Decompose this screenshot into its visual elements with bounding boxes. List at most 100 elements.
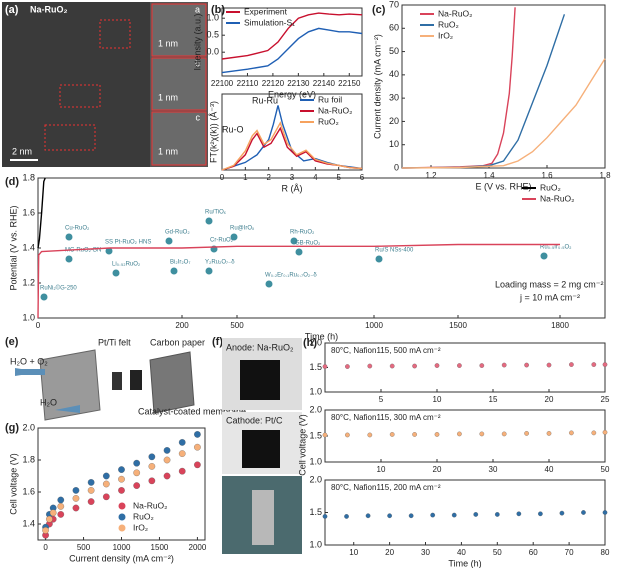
x-tick-label: 1800 bbox=[551, 321, 569, 330]
x-tick-label: 22140 bbox=[313, 79, 336, 88]
x-tick-label: 10 bbox=[433, 395, 442, 404]
data-point bbox=[365, 513, 371, 519]
data-point bbox=[516, 511, 522, 517]
x-tick-label: 30 bbox=[489, 465, 498, 474]
x-axis-label: E (V vs. RHE) bbox=[475, 181, 531, 191]
data-point bbox=[102, 493, 110, 501]
y-tick-label: 1.2 bbox=[22, 277, 35, 287]
catalyst-marker bbox=[290, 237, 298, 245]
data-point bbox=[430, 512, 436, 518]
data-point bbox=[133, 469, 141, 477]
legend-label: RuO₂ bbox=[133, 511, 154, 521]
data-point bbox=[178, 467, 186, 475]
inset-tag: a bbox=[195, 4, 200, 14]
data-point bbox=[72, 495, 80, 502]
catalyst-marker bbox=[230, 233, 238, 241]
legend-label: Na-RuO₂ bbox=[438, 8, 472, 18]
roi bbox=[99, 19, 131, 49]
x-tick-label: 40 bbox=[545, 465, 554, 474]
inset-tag: c bbox=[196, 112, 201, 122]
data-point bbox=[546, 362, 552, 368]
y-tick-label: 2.0 bbox=[309, 337, 322, 347]
data-point bbox=[457, 363, 462, 368]
y-axis-label: FT(k²χ(k)) (Å⁻³) bbox=[208, 101, 218, 163]
x-tick-label: 22110 bbox=[237, 79, 259, 88]
data-point bbox=[457, 431, 462, 437]
data-point bbox=[479, 363, 485, 368]
diagram-label: H₂O bbox=[40, 397, 57, 407]
y-axis-label: Intensity (a.u.) bbox=[192, 13, 202, 70]
data-point bbox=[602, 362, 608, 367]
data-point bbox=[451, 512, 457, 518]
panel-label: (a) bbox=[5, 4, 19, 16]
x-tick-label: 22100 bbox=[211, 79, 234, 88]
diagram-label: Carbon paper bbox=[150, 337, 205, 347]
x-tick-label: 20 bbox=[545, 395, 554, 404]
catalyst-marker bbox=[295, 248, 303, 256]
y-tick-label: 1.0 bbox=[309, 386, 322, 396]
x-tick-label: 70 bbox=[565, 548, 574, 557]
series-line bbox=[37, 243, 560, 319]
x-tick-label: 22130 bbox=[287, 79, 310, 88]
x-tick-label: 50 bbox=[493, 548, 502, 557]
annotation: Gd-RuO₂ bbox=[165, 230, 190, 236]
legend-label: IrO₂ bbox=[438, 30, 453, 40]
roi bbox=[44, 124, 96, 151]
y-tick-label: 1.5 bbox=[309, 507, 322, 517]
legend-label: RuO₂ bbox=[438, 19, 459, 29]
x-tick-label: 22150 bbox=[338, 79, 361, 88]
plate bbox=[149, 351, 195, 414]
y-axis-label: Current density (mA cm⁻²) bbox=[372, 34, 382, 139]
data-point bbox=[72, 487, 80, 494]
data-point bbox=[389, 432, 395, 437]
catalyst-marker bbox=[40, 293, 48, 301]
catalyst-marker bbox=[205, 217, 213, 225]
data-point bbox=[501, 431, 507, 437]
data-point bbox=[389, 363, 395, 369]
annotation: W₀.₂Er₀.₁Ru₀.₇O₂₋δ bbox=[265, 273, 317, 279]
data-point bbox=[118, 466, 125, 473]
x-tick-label: 15 bbox=[489, 395, 498, 404]
data-point bbox=[434, 432, 440, 437]
plot-frame bbox=[401, 4, 606, 169]
data-point bbox=[538, 511, 543, 517]
y-axis-label: Cell voltage (V) bbox=[8, 453, 18, 515]
annotation: Y₂Ru₂O₇₋δ bbox=[205, 260, 235, 266]
x-tick-label: 0 bbox=[36, 321, 41, 330]
x-tick-label: 2000 bbox=[189, 543, 207, 552]
x-tick-label: 60 bbox=[529, 548, 538, 557]
annotation: Ru/S NSs-400 bbox=[375, 248, 414, 254]
electrode bbox=[240, 360, 280, 400]
legend-swatch bbox=[118, 524, 126, 532]
series-line bbox=[221, 12, 363, 60]
catalyst-marker bbox=[265, 280, 273, 288]
x-tick-label: 25 bbox=[601, 395, 610, 404]
data-point bbox=[57, 511, 65, 518]
legend-swatch bbox=[118, 513, 126, 521]
data-point bbox=[569, 430, 574, 436]
x-tick-label: 30 bbox=[421, 548, 430, 557]
data-point bbox=[178, 450, 186, 457]
legend-label: Na-RuO₂ bbox=[318, 105, 352, 115]
legend-label: Simulation-S₁ bbox=[244, 17, 295, 27]
data-point bbox=[569, 362, 574, 367]
data-point bbox=[194, 431, 201, 438]
plot-title: 80°C, Nafion115, 300 mA cm⁻² bbox=[331, 413, 441, 422]
x-tick-label: 1000 bbox=[365, 321, 383, 330]
legend-label: Na-RuO₂ bbox=[540, 193, 574, 203]
y-tick-label: 2.0 bbox=[22, 422, 35, 432]
catalyst-marker bbox=[205, 267, 213, 275]
cell bbox=[252, 490, 274, 545]
data-point bbox=[178, 439, 186, 446]
panel-label: (g) bbox=[5, 422, 19, 434]
x-tick-label: 10 bbox=[349, 548, 358, 557]
x-tick-label: 1.4 bbox=[483, 171, 495, 180]
data-point bbox=[163, 472, 171, 480]
data-point bbox=[367, 432, 373, 438]
legend-label: Experiment bbox=[244, 6, 288, 16]
data-point bbox=[501, 362, 507, 368]
x-tick-label: 22120 bbox=[262, 79, 285, 88]
x-axis-label: Time (h) bbox=[305, 331, 338, 341]
annotation: Loading mass = 2 mg cm⁻² bbox=[495, 279, 604, 289]
panel-label: (d) bbox=[5, 176, 19, 188]
